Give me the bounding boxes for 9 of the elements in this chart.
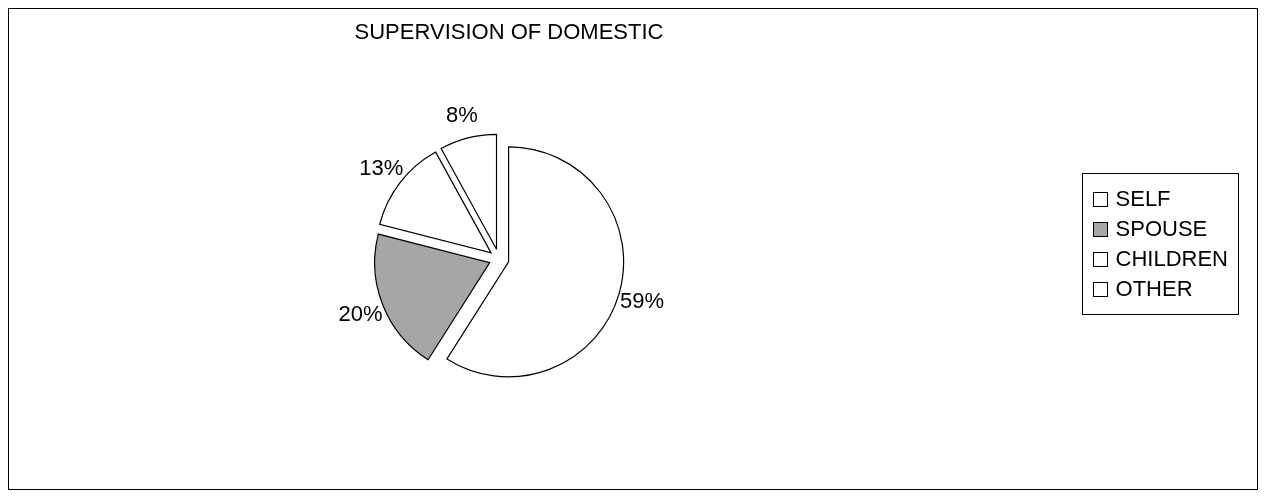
- chart-title: SUPERVISION OF DOMESTIC: [353, 19, 665, 45]
- data-label: 59%: [620, 288, 665, 314]
- legend-label: CHILDREN: [1115, 246, 1228, 272]
- legend-label: SELF: [1115, 186, 1171, 212]
- data-label: 8%: [446, 102, 478, 128]
- data-label: 20%: [338, 301, 383, 327]
- legend-label: SPOUSE: [1115, 216, 1208, 242]
- legend-label: OTHER: [1115, 276, 1193, 302]
- data-label: 13%: [359, 155, 404, 181]
